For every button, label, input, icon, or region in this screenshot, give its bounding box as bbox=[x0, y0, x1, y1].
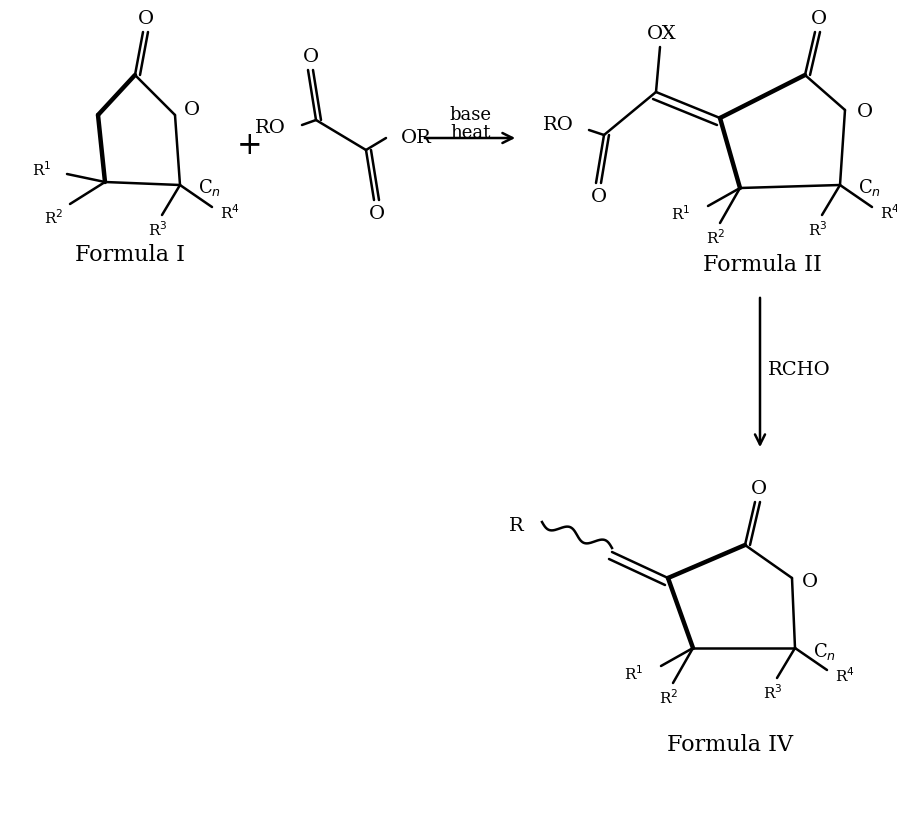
Text: R$^3$: R$^3$ bbox=[148, 220, 168, 239]
Text: C$_n$: C$_n$ bbox=[813, 641, 836, 662]
Text: R: R bbox=[509, 517, 524, 535]
Text: RCHO: RCHO bbox=[768, 361, 831, 379]
Text: O: O bbox=[751, 480, 767, 498]
Text: heat: heat bbox=[449, 124, 490, 142]
Text: +: + bbox=[237, 129, 263, 160]
Text: R$^4$: R$^4$ bbox=[880, 203, 897, 222]
Text: O: O bbox=[811, 10, 827, 28]
Text: RO: RO bbox=[255, 119, 286, 137]
Text: C$_n$: C$_n$ bbox=[858, 177, 881, 198]
Text: C$_n$: C$_n$ bbox=[198, 177, 221, 198]
Text: O: O bbox=[857, 103, 873, 121]
Text: R$^3$: R$^3$ bbox=[763, 684, 783, 702]
Text: OR: OR bbox=[401, 129, 431, 147]
Text: Formula I: Formula I bbox=[75, 244, 185, 266]
Text: O: O bbox=[591, 188, 607, 206]
Text: R$^1$: R$^1$ bbox=[31, 161, 51, 180]
Text: R$^3$: R$^3$ bbox=[808, 220, 828, 239]
Text: base: base bbox=[449, 106, 491, 124]
Text: R$^4$: R$^4$ bbox=[835, 667, 855, 685]
Text: Formula IV: Formula IV bbox=[667, 734, 793, 756]
Text: OX: OX bbox=[648, 25, 677, 43]
Text: R$^1$: R$^1$ bbox=[623, 665, 643, 684]
Text: R$^2$: R$^2$ bbox=[44, 209, 63, 228]
Text: O: O bbox=[138, 10, 154, 28]
Text: R$^2$: R$^2$ bbox=[659, 689, 679, 707]
Text: RO: RO bbox=[543, 116, 574, 134]
Text: O: O bbox=[802, 573, 818, 591]
Text: O: O bbox=[184, 101, 200, 119]
Text: R$^4$: R$^4$ bbox=[220, 203, 239, 222]
Text: O: O bbox=[369, 205, 385, 223]
Text: O: O bbox=[303, 48, 319, 66]
Text: R$^2$: R$^2$ bbox=[706, 228, 726, 247]
Text: Formula II: Formula II bbox=[702, 254, 822, 276]
Text: R$^1$: R$^1$ bbox=[671, 205, 690, 224]
